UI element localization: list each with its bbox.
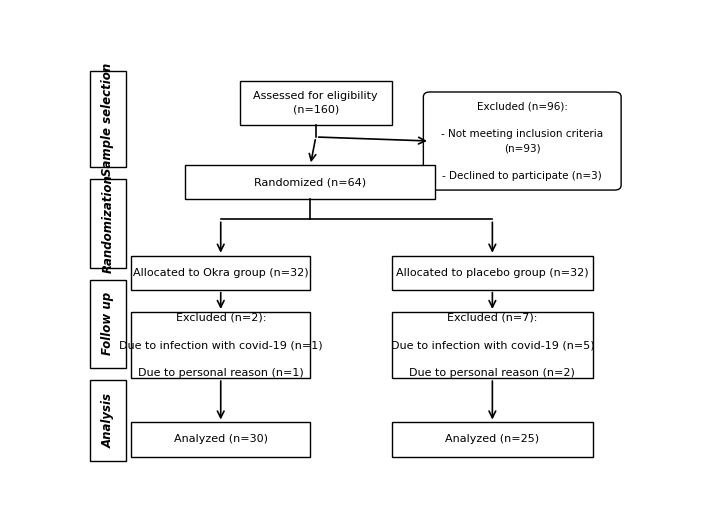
- FancyBboxPatch shape: [392, 422, 593, 457]
- FancyBboxPatch shape: [392, 256, 593, 290]
- Text: Analyzed (n=30): Analyzed (n=30): [174, 434, 268, 444]
- Text: Randomized (n=64): Randomized (n=64): [254, 177, 367, 187]
- Text: Analysis: Analysis: [102, 393, 114, 448]
- FancyBboxPatch shape: [240, 81, 392, 125]
- FancyBboxPatch shape: [90, 70, 125, 167]
- FancyBboxPatch shape: [131, 256, 311, 290]
- FancyBboxPatch shape: [392, 312, 593, 378]
- Text: Analyzed (n=25): Analyzed (n=25): [445, 434, 540, 444]
- Text: Excluded (n=7):

Due to infection with covid-19 (n=5)

Due to personal reason (n: Excluded (n=7): Due to infection with co…: [390, 312, 594, 378]
- FancyBboxPatch shape: [423, 92, 621, 190]
- FancyBboxPatch shape: [90, 280, 125, 368]
- Text: Allocated to placebo group (n=32): Allocated to placebo group (n=32): [396, 268, 589, 278]
- FancyBboxPatch shape: [185, 165, 435, 199]
- Text: Sample selection: Sample selection: [102, 62, 114, 175]
- FancyBboxPatch shape: [90, 179, 125, 268]
- FancyBboxPatch shape: [131, 422, 311, 457]
- Text: Excluded (n=2):

Due to infection with covid-19 (n=1)

Due to personal reason (n: Excluded (n=2): Due to infection with co…: [119, 312, 322, 378]
- FancyBboxPatch shape: [131, 312, 311, 378]
- Text: Allocated to Okra group (n=32): Allocated to Okra group (n=32): [133, 268, 308, 278]
- Text: Randomization: Randomization: [102, 174, 114, 273]
- Text: Excluded (n=96):

- Not meeting inclusion criteria
(n=93)

- Declined to partici: Excluded (n=96): - Not meeting inclusion…: [441, 101, 604, 181]
- Text: Assessed for eligibility
(n=160): Assessed for eligibility (n=160): [254, 91, 378, 115]
- FancyBboxPatch shape: [90, 380, 125, 460]
- Text: Follow up: Follow up: [102, 292, 114, 355]
